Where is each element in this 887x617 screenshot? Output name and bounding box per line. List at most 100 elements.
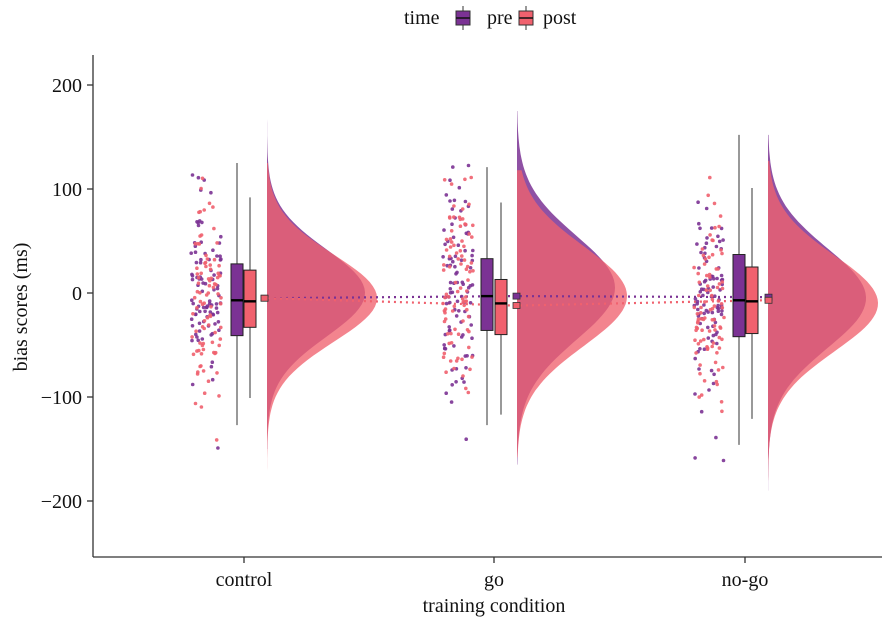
point-post bbox=[461, 319, 465, 323]
point-post bbox=[442, 263, 446, 267]
point-pre bbox=[715, 305, 720, 310]
point-pre bbox=[441, 254, 445, 259]
point-pre bbox=[704, 206, 709, 211]
point-pre bbox=[713, 294, 717, 299]
point-pre bbox=[197, 329, 202, 333]
point-post bbox=[707, 255, 711, 260]
point-post bbox=[449, 229, 454, 233]
point-pre bbox=[216, 320, 221, 324]
point-post bbox=[468, 367, 472, 372]
point-post bbox=[458, 249, 463, 253]
point-post bbox=[692, 305, 697, 310]
x-tick-label: no-go bbox=[722, 569, 769, 591]
point-post bbox=[699, 317, 704, 321]
point-pre bbox=[462, 380, 466, 384]
point-post bbox=[206, 323, 211, 327]
point-pre bbox=[203, 309, 207, 314]
point-post bbox=[202, 326, 206, 331]
point-post bbox=[712, 324, 717, 328]
point-pre bbox=[457, 309, 461, 313]
point-pre bbox=[459, 258, 464, 263]
point-post bbox=[449, 240, 454, 244]
point-pre bbox=[194, 260, 199, 265]
point-post bbox=[199, 364, 203, 368]
point-pre bbox=[698, 226, 702, 231]
point-pre bbox=[199, 257, 203, 262]
point-post bbox=[452, 366, 456, 371]
point-pre bbox=[705, 236, 709, 240]
point-post bbox=[699, 305, 703, 310]
point-pre bbox=[712, 372, 716, 377]
point-post bbox=[466, 390, 471, 395]
point-post bbox=[217, 263, 221, 268]
point-pre bbox=[204, 305, 209, 310]
point-post bbox=[697, 293, 701, 298]
point-post bbox=[720, 251, 724, 256]
point-post bbox=[471, 269, 475, 273]
point-post bbox=[441, 268, 446, 272]
point-pre bbox=[207, 299, 212, 303]
point-post bbox=[716, 299, 721, 303]
point-post bbox=[195, 306, 199, 310]
point-post bbox=[212, 226, 216, 231]
mean-marker-post bbox=[260, 294, 269, 302]
x-tick-label: control bbox=[216, 569, 273, 591]
point-post bbox=[452, 204, 456, 208]
point-pre bbox=[448, 280, 453, 285]
point-pre bbox=[219, 234, 223, 239]
point-pre bbox=[710, 310, 715, 315]
point-pre bbox=[196, 223, 201, 228]
point-post bbox=[464, 295, 468, 299]
point-pre bbox=[697, 367, 701, 371]
point-pre bbox=[701, 293, 705, 298]
point-post bbox=[198, 299, 203, 304]
point-post bbox=[707, 272, 712, 277]
y-tick-label: 100 bbox=[52, 179, 82, 201]
point-post bbox=[710, 252, 715, 257]
point-post bbox=[715, 285, 720, 290]
point-post bbox=[700, 247, 705, 251]
point-post bbox=[217, 273, 222, 278]
point-post bbox=[217, 343, 221, 348]
point-pre bbox=[210, 331, 215, 336]
point-post bbox=[443, 310, 447, 315]
point-post bbox=[465, 264, 470, 269]
point-pre bbox=[217, 328, 221, 333]
point-post bbox=[441, 355, 446, 360]
point-post bbox=[470, 355, 474, 359]
point-post bbox=[713, 360, 718, 365]
point-post bbox=[212, 282, 217, 286]
point-post bbox=[443, 295, 447, 300]
point-pre bbox=[706, 310, 710, 314]
point-pre bbox=[714, 244, 719, 249]
point-pre bbox=[464, 366, 468, 370]
point-pre bbox=[213, 322, 217, 326]
point-post bbox=[213, 351, 217, 356]
point-post bbox=[217, 394, 221, 398]
box-post-go bbox=[494, 278, 508, 336]
point-post bbox=[708, 307, 713, 312]
density-post-control bbox=[267, 163, 377, 533]
point-pre bbox=[190, 324, 195, 328]
point-pre bbox=[460, 280, 465, 285]
point-pre bbox=[448, 290, 453, 295]
point-post bbox=[458, 224, 463, 228]
point-post bbox=[714, 379, 719, 384]
jittered-points bbox=[189, 163, 726, 463]
point-post bbox=[192, 295, 197, 300]
point-post bbox=[467, 329, 471, 334]
point-post bbox=[471, 223, 475, 228]
point-pre bbox=[210, 360, 215, 365]
point-post bbox=[708, 288, 712, 293]
point-post bbox=[717, 224, 721, 229]
x-tick-label: go bbox=[484, 569, 504, 591]
point-post bbox=[470, 235, 474, 239]
point-pre bbox=[721, 458, 726, 463]
mean-marker-post bbox=[764, 296, 773, 304]
point-post bbox=[716, 368, 721, 372]
point-post bbox=[717, 346, 722, 350]
point-post bbox=[211, 205, 215, 209]
point-pre bbox=[698, 347, 702, 351]
point-post bbox=[206, 379, 211, 384]
point-post bbox=[705, 284, 710, 288]
